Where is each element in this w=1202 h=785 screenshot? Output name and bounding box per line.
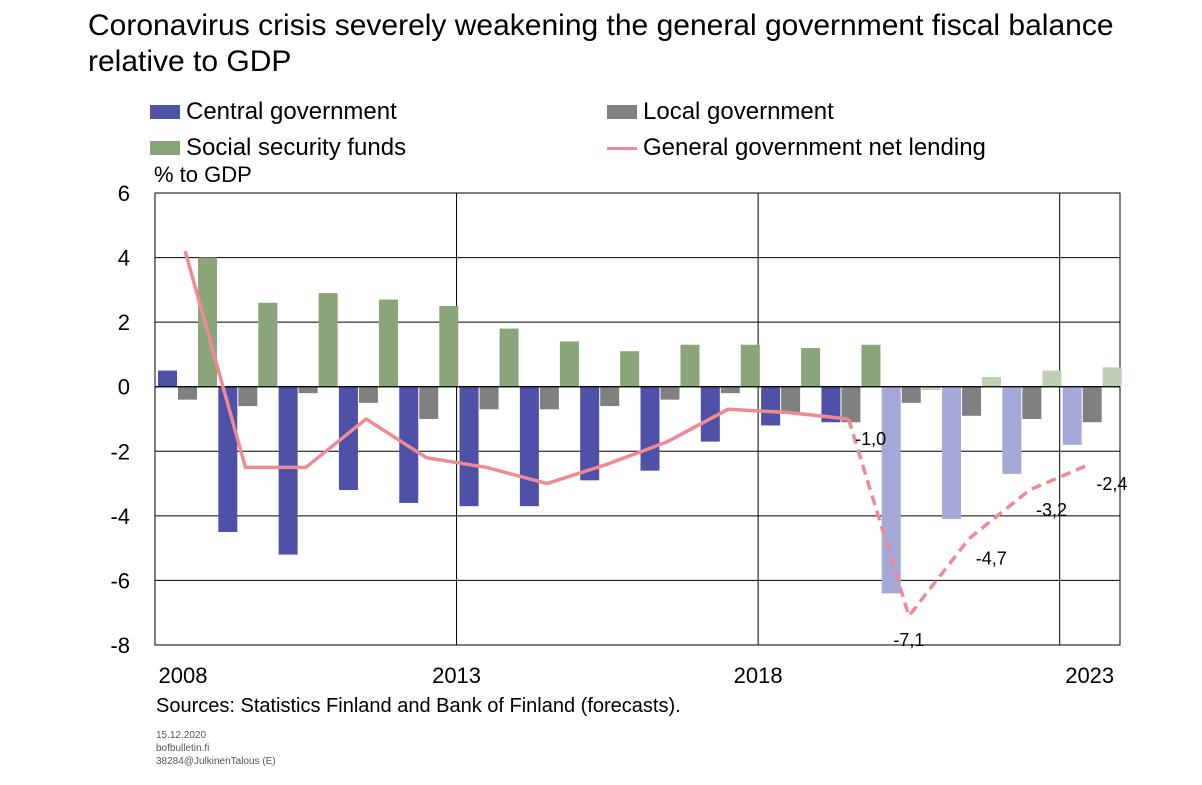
bar-local-government [841,386,861,423]
y-tick-label: -4 [110,504,130,529]
bar-local-government [539,386,559,410]
bar-local-government [298,386,318,394]
y-tick-label: 2 [118,310,130,335]
data-label: -7,1 [893,630,924,650]
bar-central-government [1062,386,1082,445]
chart-title: Coronavirus crisis severely weakening th… [88,9,1114,78]
x-tick-label: 2008 [159,663,208,688]
net-lending-line [183,250,849,486]
bar-central-government [580,386,600,481]
bar-social-security-funds [982,377,1002,387]
bar-central-government [459,386,479,507]
bar-local-government [479,386,499,410]
footer-site: bofbulletin.fi [156,743,210,754]
bar-social-security-funds [921,386,941,390]
bar-local-government [1022,386,1042,419]
x-tick-label: 2013 [432,663,481,688]
bar-local-government [600,386,620,407]
legend-swatch-social-security-funds [150,141,180,155]
bar-social-security-funds [1042,370,1062,387]
y-axis-unit-label: % to GDP [154,162,252,187]
legend: Central government Local government Soci… [150,97,1050,167]
x-tick-label: 2023 [1065,663,1114,688]
bar-central-government [519,386,539,507]
data-label: -3,2 [1036,500,1067,520]
bar-social-security-funds [861,344,881,387]
legend-label-net-lending: General government net lending [643,134,986,161]
bar-central-government [942,386,962,520]
data-label: -2,4 [1096,474,1127,494]
y-tick-label: 6 [118,181,130,206]
bar-social-security-funds [439,306,459,387]
y-tick-label: 0 [118,375,130,400]
legend-label-social-security-funds: Social security funds [186,134,407,161]
bar-central-government [158,370,177,387]
bar-social-security-funds [680,344,700,387]
y-tick-label: -2 [110,439,130,464]
y-tick-label: -8 [110,633,130,658]
sources-note: Sources: Statistics Finland and Bank of … [156,695,681,717]
bar-social-security-funds [801,347,821,387]
footer-date: 15.12.2020 [156,730,207,741]
bar-central-government [821,386,841,423]
bar-central-government [700,386,720,442]
bar-local-government [781,386,801,413]
bar-social-security-funds [378,299,398,387]
bar-local-government [720,386,740,394]
data-label: -1,0 [855,429,886,449]
bar-central-government [338,386,358,491]
bar-local-government [660,386,680,400]
bar-central-government [640,386,660,471]
bar-local-government [901,386,921,403]
bar-social-security-funds [740,344,760,387]
plot-frame [154,192,1121,646]
bar-social-security-funds [499,328,519,387]
bar-social-security-funds [198,257,217,387]
legend-label-central-government: Central government [186,98,397,125]
net-lending-forecast-line [846,418,1091,620]
bar-local-government [358,386,378,403]
legend-line-net-lending [607,146,637,150]
bar-central-government [278,386,298,555]
bar-central-government [1002,386,1022,474]
bar-social-security-funds [559,341,579,387]
y-tick-label: 4 [118,246,130,271]
bar-local-government [178,386,197,400]
y-tick-label: -6 [110,568,130,593]
bar-local-government [238,386,258,407]
legend-swatch-central-government [150,105,180,119]
bar-social-security-funds [1102,367,1122,387]
x-tick-label: 2018 [734,663,783,688]
legend-label-local-government: Local government [643,98,834,125]
legend-item-social-security-funds: Social security funds [150,133,406,163]
data-label: -4,7 [976,548,1007,568]
bar-social-security-funds [318,293,338,387]
bar-social-security-funds [258,302,278,387]
bar-central-government [761,386,781,426]
legend-item-local-government: Local government [607,97,834,127]
legend-swatch-local-government [607,105,637,119]
bar-local-government [1082,386,1102,423]
bar-local-government [419,386,439,419]
legend-item-central-government: Central government [150,97,397,127]
bar-local-government [962,386,982,416]
footer-code: 38284@JulkinenTalous (E) [156,756,276,767]
bar-social-security-funds [620,351,640,387]
legend-item-net-lending: General government net lending [607,133,986,163]
